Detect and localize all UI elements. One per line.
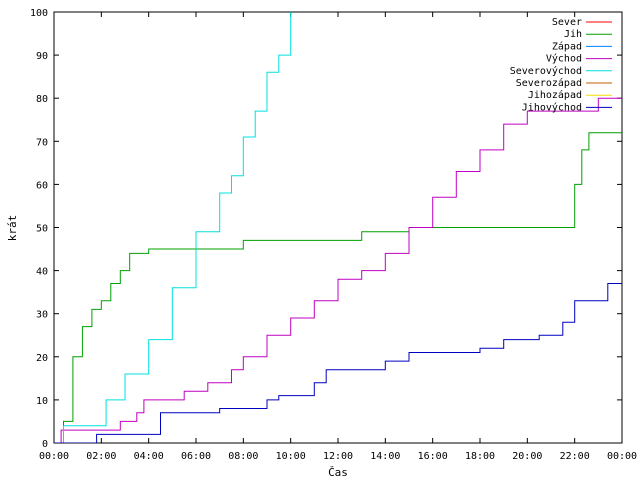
x-tick-label: 12:00 xyxy=(323,451,353,462)
y-axis: 0 10 20 30 40 50 60 70 80 90 100 xyxy=(30,8,622,450)
y-tick-label: 60 xyxy=(36,180,48,191)
x-tick-label: 04:00 xyxy=(134,451,164,462)
legend-label: Východ xyxy=(546,53,582,65)
x-tick-label: 08:00 xyxy=(228,451,258,462)
legend: SeverJihZápadVýchodSeverovýchodSeverozáp… xyxy=(510,17,612,113)
legend-label: Sever xyxy=(552,17,582,28)
x-tick-label: 00:00 xyxy=(39,451,69,462)
y-tick-label: 90 xyxy=(36,51,48,62)
x-tick-label: 06:00 xyxy=(181,451,211,462)
x-tick-label: 20:00 xyxy=(512,451,542,462)
legend-label: Jih xyxy=(564,29,582,40)
x-tick-label: 00:00 xyxy=(607,451,637,462)
series-line-východ xyxy=(54,97,622,443)
y-tick-label: 50 xyxy=(36,224,48,235)
x-tick-label: 02:00 xyxy=(86,451,116,462)
series-line-jih xyxy=(54,132,622,443)
x-axis: 00:00 02:00 04:00 06:00 08:00 10:00 12:00 14:00… xyxy=(39,12,637,462)
y-tick-label: 80 xyxy=(36,94,48,105)
series-line-jihovýchod xyxy=(54,283,622,443)
legend-label: Západ xyxy=(552,40,582,52)
y-tick-label: 20 xyxy=(36,353,48,364)
y-tick-label: 100 xyxy=(30,8,48,19)
series-layer xyxy=(54,12,622,443)
y-tick-label: 40 xyxy=(36,267,48,278)
x-tick-label: 18:00 xyxy=(465,451,495,462)
legend-label: Severozápad xyxy=(516,77,582,89)
x-axis-label: Čas xyxy=(328,466,348,479)
y-tick-label: 10 xyxy=(36,396,48,407)
x-tick-label: 10:00 xyxy=(276,451,306,462)
legend-label: Severovýchod xyxy=(510,65,582,77)
y-tick-label: 30 xyxy=(36,310,48,321)
y-axis-label: krát xyxy=(6,215,19,242)
legend-label: Jihovýchod xyxy=(522,101,582,113)
x-tick-label: 14:00 xyxy=(370,451,400,462)
y-tick-label: 0 xyxy=(42,439,48,450)
series-line-severovýchod xyxy=(54,12,292,443)
y-tick-label: 70 xyxy=(36,137,48,148)
legend-label: Jihozápad xyxy=(528,89,582,101)
x-tick-label: 16:00 xyxy=(418,451,448,462)
x-tick-label: 22:00 xyxy=(560,451,590,462)
